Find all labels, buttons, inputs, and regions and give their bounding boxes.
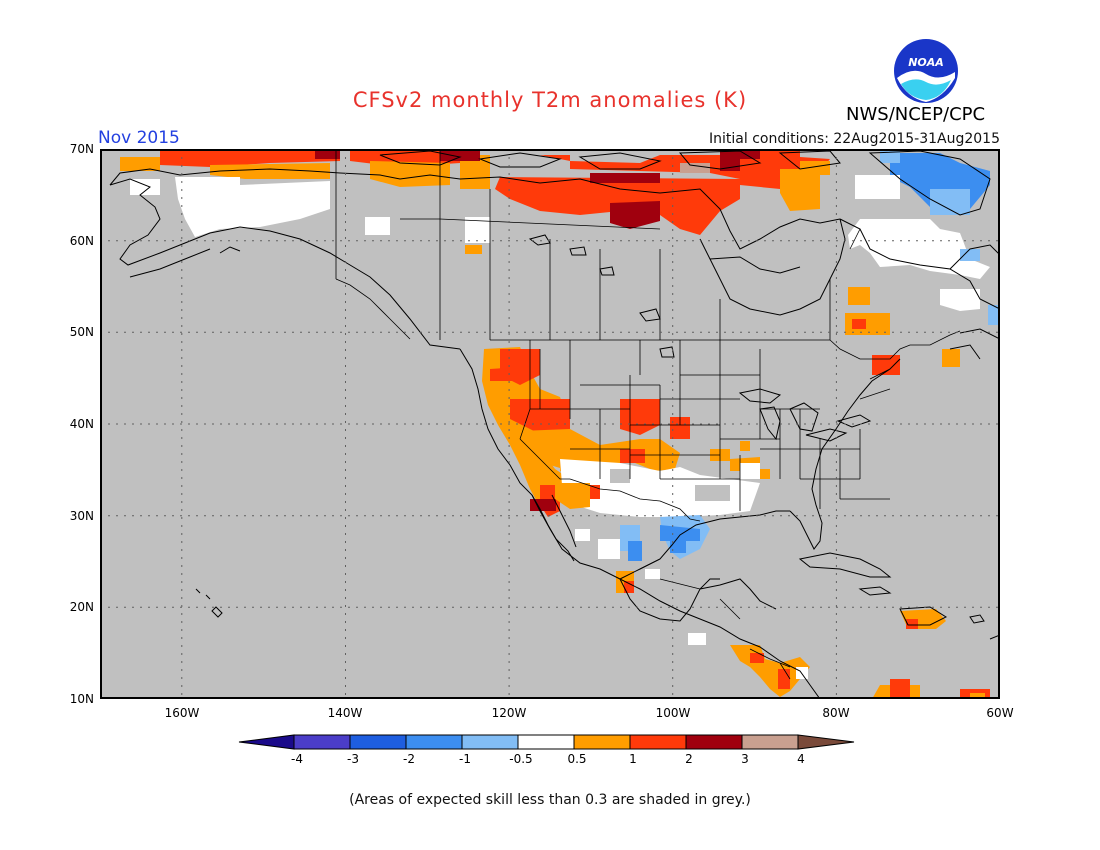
lat-label-60n: 60N (69, 234, 94, 248)
lon-label-160w: 160W (164, 706, 200, 720)
coastlines (109, 150, 1001, 700)
borders (335, 149, 961, 680)
lat-label-40n: 40N (69, 417, 94, 431)
colorbar-tick-label: -4 (291, 752, 303, 766)
colorbar-bin (685, 734, 743, 750)
colorbar-bin (629, 734, 687, 750)
lon-label-120w: 120W (491, 706, 527, 720)
colorbar-bin (405, 734, 463, 750)
anomaly-region-alaska-interior (175, 177, 330, 237)
colorbar-tick-label: -1 (459, 752, 471, 766)
colorbar-bin (349, 734, 407, 750)
lat-label-30n: 30N (69, 509, 94, 523)
map-title: CFSv2 monthly T2m anomalies (K) (352, 88, 748, 112)
anomaly-region-nunavut-mainland (610, 201, 660, 229)
colorbar-tick-label: 3 (741, 752, 749, 766)
initial-conditions: Initial conditions: 22Aug2015-31Aug2015 (709, 131, 1000, 147)
skill-footnote: (Areas of expected skill less than 0.3 a… (349, 792, 751, 808)
colorbar-tick-label: -2 (403, 752, 415, 766)
colorbar-bin (238, 734, 295, 750)
colorbar-bin (517, 734, 575, 750)
gridlines (100, 149, 1000, 699)
colorbar-tick-label: -3 (347, 752, 359, 766)
colorbar-bin (293, 734, 351, 750)
lat-label-10n: 10N (69, 692, 94, 706)
colorbar-bin (573, 734, 631, 750)
colorbar-bin (741, 734, 799, 750)
colorbar-tick-label: 4 (797, 752, 805, 766)
colorbar-tick-label: 2 (685, 752, 693, 766)
lat-label-70n: 70N (69, 142, 94, 156)
lat-label-20n: 20N (69, 600, 94, 614)
anomaly-region-northern-alaska-coast (160, 149, 340, 167)
lon-label-60w: 60W (986, 706, 1014, 720)
colorbar-tick-label: -0.5 (509, 752, 533, 766)
lat-label-50n: 50N (69, 325, 94, 339)
lon-label-80w: 80W (822, 706, 850, 720)
lon-label-100w: 100W (655, 706, 691, 720)
svg-text:NOAA: NOAA (908, 56, 944, 69)
forecast-period: Nov 2015 (98, 128, 180, 148)
agency-label: NWS/NCEP/CPC (846, 104, 986, 125)
colorbar (238, 733, 862, 753)
noaa-logo: NOAA (893, 38, 959, 104)
colorbar-bin (461, 734, 519, 750)
colorbar-tick-label: 1 (629, 752, 637, 766)
colorbar-tick-label: 0.5 (567, 752, 587, 766)
anomaly-map (100, 149, 1001, 700)
colorbar-bin (797, 734, 855, 750)
lon-label-140w: 140W (327, 706, 363, 720)
anomaly-patches (120, 149, 1000, 699)
